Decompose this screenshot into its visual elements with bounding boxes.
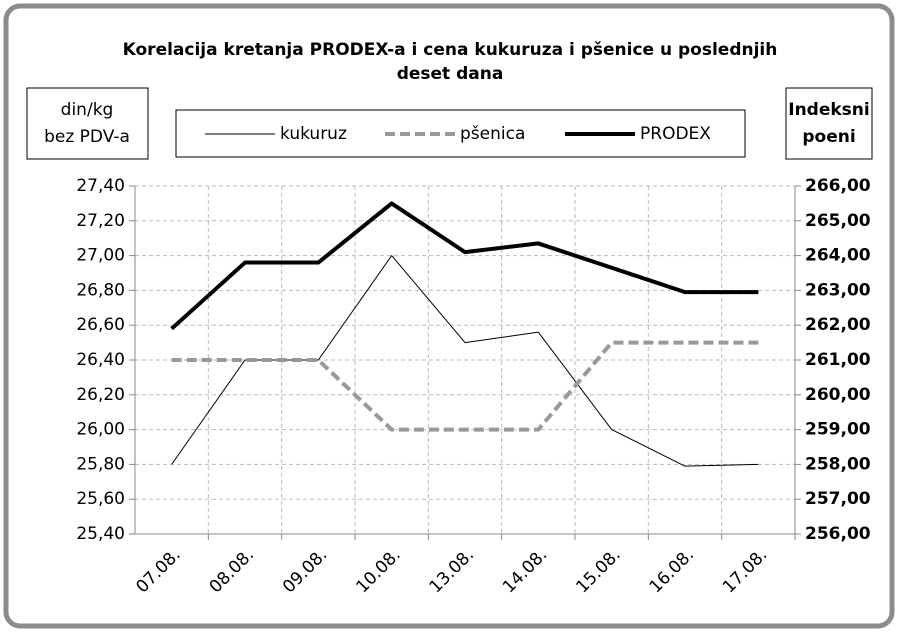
y-tick-label: 26,40 [76,350,125,370]
y-tick-label: 26,80 [76,280,125,300]
y2-tick-label: 264,00 [805,246,871,266]
y2-tick-label: 256,00 [805,524,871,544]
y-tick-label: 26,20 [76,385,125,405]
legend-label: PRODEX [640,124,711,144]
y-axis-label: din/kg [61,100,114,120]
y-tick-label: 27,40 [76,176,125,196]
y2-axis-label: Indeksni [788,100,869,120]
chart-title: deset dana [397,64,504,84]
y2-axis-label: poeni [802,127,855,147]
y2-tick-label: 260,00 [805,385,871,405]
y-axis-label: bez PDV-a [44,127,130,147]
chart-frame [3,3,895,629]
y-tick-label: 26,00 [76,420,125,440]
y-tick-label: 27,00 [76,246,125,266]
y-tick-label: 27,20 [76,211,125,231]
series-line [170,201,759,331]
y2-tick-label: 258,00 [805,454,871,474]
legend-label: pšenica [460,124,525,144]
y2-tick-label: 262,00 [805,315,871,335]
y2-tick-label: 261,00 [805,350,871,370]
y-tick-label: 25,60 [76,489,125,509]
y-label-box [26,87,149,160]
y2-label-box [785,87,873,160]
y2-tick-label: 265,00 [805,211,871,231]
y2-tick-label: 259,00 [805,420,871,440]
chart-title: Korelacija kretanja PRODEX-a i cena kuku… [123,40,778,60]
y2-tick-label: 257,00 [805,489,871,509]
y-tick-label: 26,60 [76,315,125,335]
y2-tick-label: 263,00 [805,280,871,300]
y-tick-label: 25,80 [76,454,125,474]
y2-tick-label: 266,00 [805,176,871,196]
legend-label: kukuruz [280,124,347,144]
y-tick-label: 25,40 [76,524,125,544]
series-line [171,340,759,432]
